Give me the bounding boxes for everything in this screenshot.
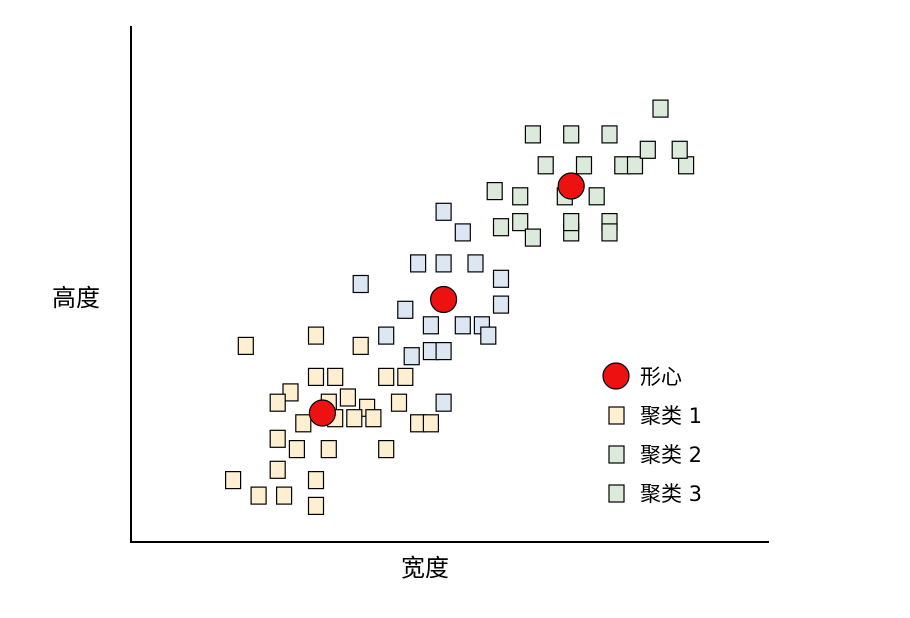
- cluster-2-point-17: [435, 342, 452, 361]
- cluster-1-point-24: [225, 471, 242, 490]
- axes: [130, 26, 769, 543]
- cluster-2-point-18: [403, 347, 420, 366]
- cluster-1-point-17: [365, 409, 382, 428]
- cluster-1-point-27: [307, 471, 325, 490]
- x-axis-title: 宽度: [401, 554, 449, 582]
- cluster-2-point-10: [397, 300, 414, 319]
- data-points: [225, 99, 695, 515]
- cluster-1-point-29: [269, 460, 286, 479]
- cluster-3-point-22: [563, 213, 580, 232]
- cluster-2-point-1: [435, 202, 452, 221]
- cluster-3-point-2: [524, 125, 542, 144]
- cluster-3-point-12: [677, 156, 695, 175]
- cluster-2-point-4: [435, 254, 452, 273]
- cluster-3-point-4: [601, 125, 618, 144]
- cluster-2-point-14: [378, 326, 395, 345]
- cluster-2-point-15: [480, 326, 497, 345]
- cluster-1-point-16: [346, 409, 363, 428]
- cluster-3-point-13: [671, 140, 688, 159]
- cluster-1-point-25: [250, 486, 267, 505]
- cluster-3-point-14: [639, 140, 656, 159]
- cluster-3-point-1: [652, 99, 669, 118]
- cluster-1-point-21: [288, 440, 305, 459]
- cluster-3-point-5: [537, 156, 554, 175]
- cluster-1-point-1: [237, 336, 254, 355]
- cluster-1-point-23: [378, 440, 395, 459]
- cluster-3-point-21: [601, 223, 618, 242]
- cluster-1-point-2: [307, 326, 325, 345]
- cluster-1-point-6: [327, 367, 344, 386]
- legend-marker-centroid: [602, 362, 630, 390]
- centroids: [308, 172, 585, 427]
- cluster-1-point-8: [397, 367, 414, 386]
- cluster-3-point-18: [512, 213, 529, 232]
- cluster-1-point-13: [390, 393, 408, 412]
- centroid-1: [308, 399, 336, 427]
- legend-label-cluster-2: 聚类 2: [640, 443, 702, 467]
- cluster-1-point-4: [282, 383, 299, 402]
- legend: 形心 聚类 1 聚类 2 聚类 3: [602, 362, 702, 506]
- cluster-1-point-20: [269, 429, 286, 448]
- legend-marker-cluster-3: [608, 484, 625, 503]
- cluster-1-point-19: [422, 414, 439, 433]
- cluster-2-point-3: [410, 254, 427, 273]
- cluster-2-point-9: [492, 295, 510, 314]
- legend-label-centroid: 形心: [640, 365, 682, 389]
- cluster-2-point-5: [467, 254, 484, 273]
- cluster-2-point-19: [435, 393, 452, 412]
- centroid-2: [430, 285, 458, 314]
- cluster-2-point-6: [492, 269, 510, 288]
- cluster-1-point-14: [295, 414, 312, 433]
- y-axis-title: 高度: [52, 284, 100, 312]
- cluster-3-point-6: [575, 156, 593, 175]
- cluster-1-point-22: [320, 440, 337, 459]
- cluster-3-point-11: [626, 156, 644, 175]
- legend-marker-cluster-2: [608, 445, 625, 464]
- cluster-1-point-3: [352, 336, 369, 355]
- cluster-3-point-8: [512, 187, 529, 206]
- cluster-3-point-3: [563, 125, 580, 144]
- cluster-3-point-10: [588, 187, 605, 206]
- legend-label-cluster-3: 聚类 3: [640, 482, 702, 506]
- cluster-3-point-15: [486, 182, 503, 201]
- cluster-1-point-5: [307, 367, 325, 386]
- cluster-2-point-12: [454, 316, 471, 335]
- cluster-1-point-28: [307, 496, 325, 515]
- cluster-1-point-11: [339, 388, 356, 407]
- cluster-2-point-2: [454, 223, 471, 242]
- cluster-1-point-26: [276, 486, 293, 505]
- cluster-3-point-19: [524, 228, 542, 247]
- legend-marker-cluster-1: [608, 406, 625, 425]
- cluster-2-point-7: [352, 274, 369, 294]
- legend-label-cluster-1: 聚类 1: [640, 404, 702, 428]
- cluster-3-point-17: [492, 218, 510, 237]
- cluster-2-point-11: [422, 316, 439, 335]
- cluster-1-point-7: [378, 367, 395, 386]
- cluster-1-point-9: [269, 393, 286, 412]
- centroid-3: [557, 172, 585, 200]
